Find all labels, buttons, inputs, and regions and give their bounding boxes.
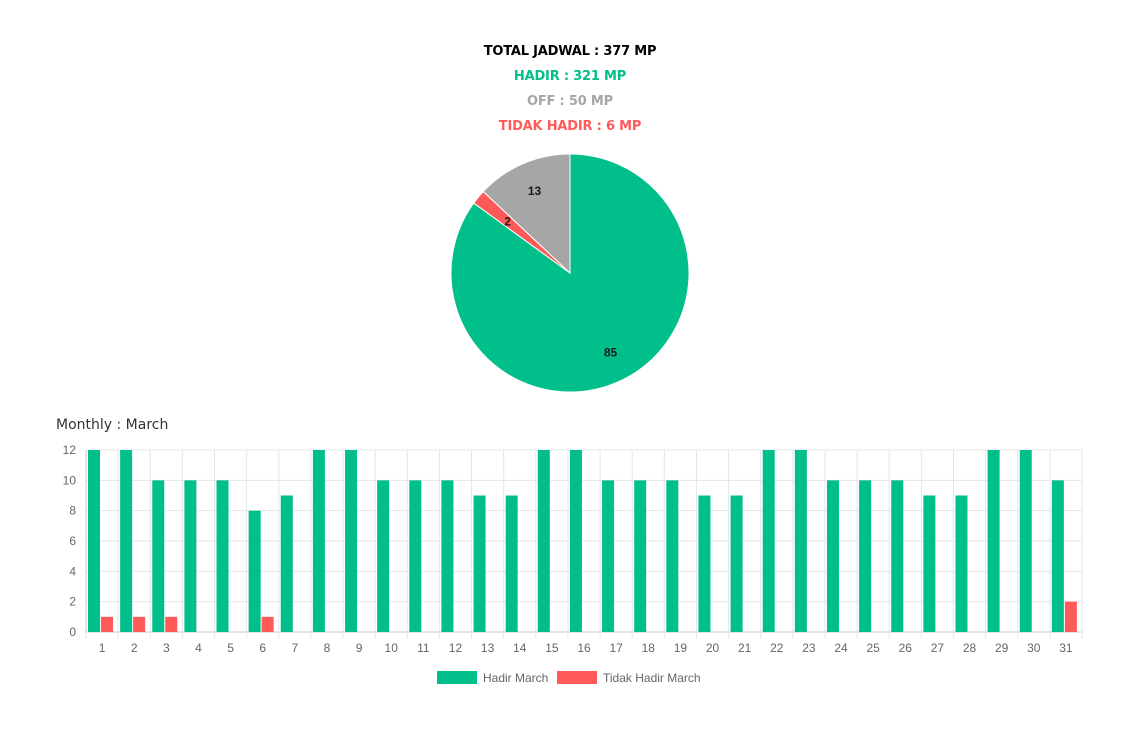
x-tick-label: 2 (131, 641, 138, 655)
bar-hadir-2[interactable] (120, 450, 133, 632)
bar-tidak-hadir-1[interactable] (101, 616, 113, 632)
x-tick-label: 1 (99, 641, 106, 655)
bar-hadir-17[interactable] (602, 480, 615, 632)
x-tick-label: 5 (227, 641, 234, 655)
x-tick-label: 27 (931, 641, 945, 655)
total-jadwal-label: TOTAL JADWAL : 377 MP (483, 44, 657, 59)
x-tick-label: 8 (324, 641, 331, 655)
x-tick-label: 29 (995, 641, 1009, 655)
bar-hadir-12[interactable] (441, 480, 454, 632)
pie-slice-2[interactable] (482, 153, 571, 275)
bar-hadir-20[interactable] (698, 495, 711, 633)
bar-hadir-29[interactable] (987, 450, 1000, 632)
bar-hadir-14[interactable] (505, 495, 518, 633)
y-tick-label: 6 (69, 534, 76, 548)
bar-hadir-19[interactable] (666, 480, 679, 632)
y-tick-label: 4 (69, 564, 76, 578)
y-tick-label: 8 (69, 504, 76, 518)
bar-hadir-5[interactable] (216, 480, 229, 632)
bar-hadir-13[interactable] (473, 495, 486, 633)
x-tick-label: 6 (259, 641, 266, 655)
legend-label-0[interactable]: Hadir March (483, 671, 548, 685)
bar-hadir-25[interactable] (859, 480, 872, 632)
bar-hadir-10[interactable] (377, 480, 390, 632)
legend-label-1[interactable]: Tidak Hadir March (603, 671, 701, 685)
bar-tidak-hadir-6[interactable] (261, 616, 274, 632)
bar-hadir-31[interactable] (1051, 480, 1064, 632)
x-tick-label: 10 (385, 641, 399, 655)
x-tick-label: 23 (802, 641, 816, 655)
x-tick-label: 13 (481, 641, 495, 655)
bar-hadir-15[interactable] (537, 450, 550, 632)
x-tick-label: 25 (866, 641, 880, 655)
y-tick-label: 2 (69, 595, 76, 609)
bar-hadir-28[interactable] (955, 495, 968, 633)
x-tick-label: 16 (577, 641, 591, 655)
off-label: OFF : 50 MP (527, 94, 613, 109)
monthly-title: Monthly : March (56, 417, 169, 433)
y-tick-label: 10 (63, 473, 77, 487)
legend-swatch-0[interactable] (437, 671, 477, 684)
bar-hadir-16[interactable] (569, 450, 582, 632)
pie-slice-label-1: 2 (504, 214, 511, 228)
bar-hadir-26[interactable] (891, 480, 904, 632)
x-tick-label: 18 (642, 641, 656, 655)
legend-swatch-1[interactable] (557, 671, 597, 684)
pie-slice-label-0: 85 (604, 346, 618, 360)
pie-slice-label-2: 13 (528, 184, 542, 198)
bar-tidak-hadir-31[interactable] (1064, 601, 1077, 632)
bar-hadir-22[interactable] (762, 450, 775, 632)
hadir-label: HADIR : 321 MP (513, 69, 627, 84)
bar-hadir-21[interactable] (730, 495, 743, 633)
x-tick-label: 21 (738, 641, 752, 655)
x-tick-label: 11 (417, 641, 430, 655)
y-tick-label: 0 (69, 625, 76, 639)
bar-tidak-hadir-3[interactable] (165, 616, 178, 632)
x-tick-label: 17 (609, 641, 623, 655)
x-tick-label: 24 (834, 641, 848, 655)
x-tick-label: 19 (674, 641, 688, 655)
bar-hadir-1[interactable] (88, 450, 100, 632)
x-tick-label: 4 (195, 641, 202, 655)
y-tick-label: 12 (63, 443, 77, 457)
bar-hadir-6[interactable] (248, 510, 261, 632)
bar-hadir-9[interactable] (345, 450, 358, 632)
bar-hadir-4[interactable] (184, 480, 197, 632)
x-tick-label: 28 (963, 641, 977, 655)
x-tick-label: 26 (899, 641, 913, 655)
bar-tidak-hadir-2[interactable] (133, 616, 146, 632)
x-tick-label: 30 (1027, 641, 1041, 655)
bar-hadir-8[interactable] (312, 450, 325, 632)
x-tick-label: 15 (545, 641, 559, 655)
bar-hadir-3[interactable] (152, 480, 165, 632)
x-tick-label: 22 (770, 641, 784, 655)
bar-hadir-24[interactable] (826, 480, 839, 632)
x-tick-label: 7 (291, 641, 298, 655)
x-tick-label: 31 (1059, 641, 1073, 655)
x-tick-label: 14 (513, 641, 527, 655)
tidak-hadir-label: TIDAK HADIR : 6 MP (498, 119, 642, 134)
x-tick-label: 12 (449, 641, 463, 655)
bar-hadir-27[interactable] (923, 495, 936, 633)
x-tick-label: 9 (356, 641, 363, 655)
bar-hadir-30[interactable] (1019, 450, 1032, 632)
bar-hadir-18[interactable] (634, 480, 647, 632)
bar-hadir-23[interactable] (794, 450, 807, 632)
bar-hadir-7[interactable] (280, 495, 293, 633)
bar-hadir-11[interactable] (409, 480, 422, 632)
x-tick-label: 20 (706, 641, 720, 655)
x-tick-label: 3 (163, 641, 170, 655)
